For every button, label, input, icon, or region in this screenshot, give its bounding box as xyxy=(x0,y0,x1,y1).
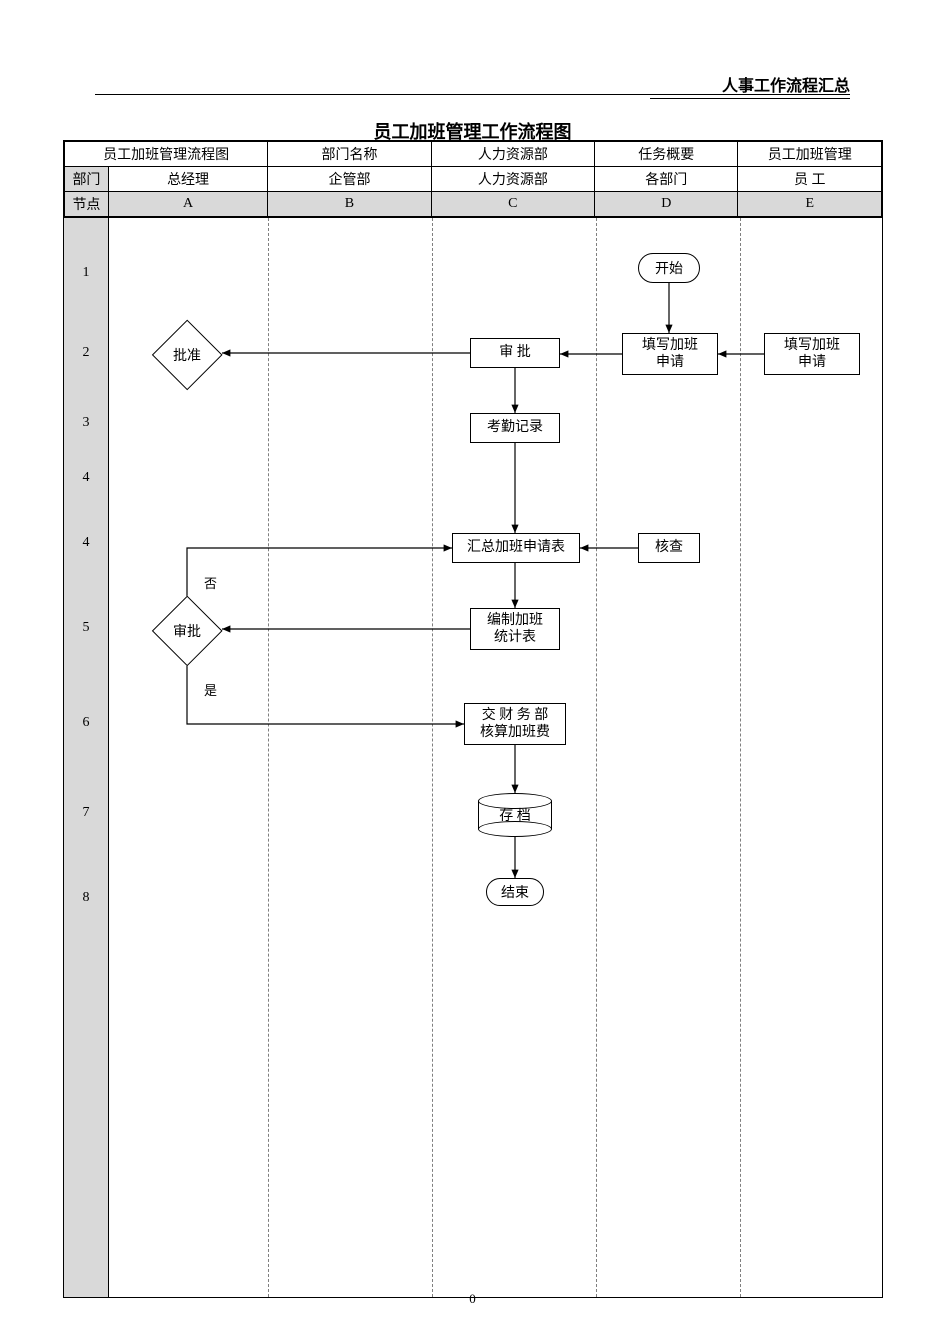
lane-divider-3 xyxy=(432,218,433,1297)
header-row-2: 部门 总经理 企管部 人力资源部 各部门 员 工 xyxy=(65,167,882,192)
flow-node-cFinance: 交 财 务 部核算加班费 xyxy=(464,703,566,745)
flow-node-cApprove: 审 批 xyxy=(470,338,560,368)
hdr3-label: 节点 xyxy=(65,192,109,217)
row-number: 3 xyxy=(64,415,108,431)
row-number: 6 xyxy=(64,715,108,731)
row-number: 2 xyxy=(64,345,108,361)
hdr2-c3: 人力资源部 xyxy=(431,167,594,192)
header-rule xyxy=(95,94,850,95)
row-number: 4 xyxy=(64,470,108,486)
flow-node-dFill: 填写加班申请 xyxy=(622,333,718,375)
decision-label: 是 xyxy=(204,680,217,699)
row-number: 1 xyxy=(64,265,108,281)
page: 人事工作流程汇总 员工加班管理工作流程图 员工加班管理流程图 部门名称 人力资源… xyxy=(0,0,945,1337)
flow-node-eFill: 填写加班申请 xyxy=(764,333,860,375)
hdr3-c1: A xyxy=(108,192,267,217)
flow-node-end: 结束 xyxy=(486,878,544,906)
hdr1-c1: 员工加班管理流程图 xyxy=(65,142,268,167)
lane-divider-1 xyxy=(108,218,109,1297)
hdr3-c3: C xyxy=(431,192,594,217)
flow-edge xyxy=(187,548,452,596)
hdr3-c2: B xyxy=(268,192,431,217)
flow-node-cAttend: 考勤记录 xyxy=(470,413,560,443)
hdr3-c4: D xyxy=(595,192,738,217)
hdr2-c2: 企管部 xyxy=(268,167,431,192)
row-number: 4 xyxy=(64,535,108,551)
hdr2-c1: 总经理 xyxy=(108,167,267,192)
hdr1-c3: 人力资源部 xyxy=(431,142,594,167)
flow-node-aDiamond1: 批准 xyxy=(152,320,222,390)
swimlane-header-table: 员工加班管理流程图 部门名称 人力资源部 任务概要 员工加班管理 部门 总经理 … xyxy=(64,141,882,217)
header-row-1: 员工加班管理流程图 部门名称 人力资源部 任务概要 员工加班管理 xyxy=(65,142,882,167)
flow-node-cCompile: 编制加班统计表 xyxy=(470,608,560,650)
flow-node-cSummary: 汇总加班申请表 xyxy=(452,533,580,563)
header-row-3: 节点 A B C D E xyxy=(65,192,882,217)
hdr3-c5: E xyxy=(738,192,882,217)
row-number: 8 xyxy=(64,890,108,906)
hdr2-label: 部门 xyxy=(65,167,109,192)
row-number: 5 xyxy=(64,620,108,636)
flow-node-start: 开始 xyxy=(638,253,700,283)
decision-label: 否 xyxy=(204,573,217,592)
swimlane-area: 1 2 3 4 4 5 6 7 8 开始填写加班申请 填写加班申请 审 批 批准考勤记录汇总加班申请表… xyxy=(64,217,882,1297)
hdr1-c2: 部门名称 xyxy=(268,142,431,167)
row-number: 7 xyxy=(64,805,108,821)
flow-edge xyxy=(187,666,464,724)
lane-divider-5 xyxy=(740,218,741,1297)
lane-divider-2 xyxy=(268,218,269,1297)
hdr2-c5: 员 工 xyxy=(738,167,882,192)
page-number: 0 xyxy=(0,1291,945,1307)
flow-node-cArchive: 存 档 xyxy=(478,793,552,837)
hdr1-c5: 员工加班管理 xyxy=(738,142,882,167)
lane-divider-4 xyxy=(596,218,597,1297)
hdr1-c4: 任务概要 xyxy=(595,142,738,167)
hdr2-c4: 各部门 xyxy=(595,167,738,192)
row-label-bg xyxy=(64,218,108,1297)
flowchart-grid: 员工加班管理流程图 部门名称 人力资源部 任务概要 员工加班管理 部门 总经理 … xyxy=(63,140,883,1298)
flow-node-dCheck: 核查 xyxy=(638,533,700,563)
flow-node-aDiamond2: 审批 xyxy=(152,596,222,666)
